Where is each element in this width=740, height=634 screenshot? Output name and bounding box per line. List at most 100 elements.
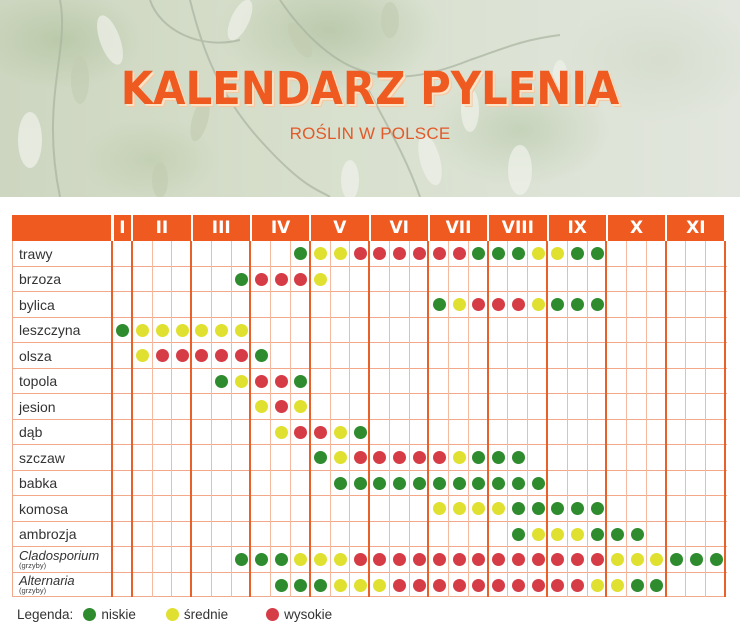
row-label: szczaw <box>19 445 65 471</box>
pollen-level-dot-wysokie <box>353 247 367 261</box>
month-header-III: III <box>192 215 250 241</box>
pollen-level-dot-wysokie <box>432 553 446 567</box>
pollen-level-dot-niskie <box>571 247 585 261</box>
row-label: Alternaria (grzyby) <box>19 573 75 599</box>
subcolumn-divider <box>685 241 687 597</box>
pollen-level-dot-niskie <box>333 476 347 490</box>
pollen-level-dot-niskie <box>353 476 367 490</box>
legend-dot-icon <box>165 607 179 621</box>
pollen-level-dot-niskie <box>235 272 249 286</box>
pollen-level-dot-wysokie <box>294 425 308 439</box>
table-row-szczaw: szczaw <box>13 445 727 471</box>
pollen-level-dot-średnie <box>630 553 644 567</box>
pollen-level-dot-niskie <box>274 578 288 592</box>
pollen-level-dot-średnie <box>531 247 545 261</box>
pollen-level-dot-średnie <box>155 323 169 337</box>
plant-name: olsza <box>19 347 52 364</box>
pollen-level-dot-średnie <box>650 553 664 567</box>
pollen-level-dot-wysokie <box>551 578 565 592</box>
pollen-level-dot-niskie <box>413 476 426 490</box>
pollen-level-dot-wysokie <box>254 272 268 286</box>
subcolumn-divider <box>705 241 707 597</box>
pollen-level-dot-wysokie <box>492 298 506 312</box>
pollen-level-dot-niskie <box>531 476 545 490</box>
pollen-level-dot-średnie <box>195 323 209 337</box>
month-header-II: II <box>133 215 191 241</box>
pollen-level-dot-wysokie <box>314 425 328 439</box>
pollen-level-dot-niskie <box>571 298 585 312</box>
plant-name: Cladosporium <box>19 547 100 563</box>
pollen-level-dot-średnie <box>492 502 506 516</box>
month-header-XI: XI <box>667 215 725 241</box>
subcolumn-divider <box>448 241 450 597</box>
legend-item-wysokie: wysokie <box>266 607 332 622</box>
month-divider <box>368 241 371 597</box>
subcolumn-divider <box>408 241 410 597</box>
plant-name: bylica <box>19 296 55 313</box>
plant-name: topola <box>19 373 58 390</box>
pollen-level-dot-średnie <box>235 374 249 388</box>
pollen-level-dot-średnie <box>452 298 466 312</box>
legend-dot-icon <box>266 607 280 621</box>
pollen-level-dot-wysokie <box>393 578 407 592</box>
month-divider <box>427 241 430 597</box>
pollen-level-dot-niskie <box>689 553 703 567</box>
month-divider <box>308 241 311 597</box>
pollen-level-dot-średnie <box>531 298 545 312</box>
pollen-level-dot-średnie <box>136 349 150 363</box>
pollen-level-dot-średnie <box>314 553 328 567</box>
row-label: topola <box>19 369 57 395</box>
legend-item-średnie: średnie <box>165 607 228 622</box>
pollen-level-dot-średnie <box>254 400 268 414</box>
pollen-level-dot-średnie <box>432 502 446 516</box>
pollen-level-dot-wysokie <box>215 349 229 363</box>
month-divider <box>724 241 726 597</box>
pollen-level-dot-średnie <box>353 578 367 592</box>
branch-background-image <box>18 0 568 197</box>
pollen-level-dot-niskie <box>610 527 624 541</box>
pollen-level-dot-wysokie <box>452 247 466 261</box>
pollen-level-dot-wysokie <box>353 553 367 567</box>
pollen-level-dot-wysokie <box>511 298 525 312</box>
plant-name: Alternaria <box>19 573 75 589</box>
pollen-level-dot-wysokie <box>373 451 387 465</box>
pollen-level-dot-niskie <box>294 247 308 261</box>
page-title: KALENDARZ PYLENIA <box>120 62 620 115</box>
pollen-level-dot-wysokie <box>373 553 387 567</box>
legend-item-niskie: niskie <box>83 607 136 622</box>
subcolumn-divider <box>270 241 272 597</box>
row-label: bylica <box>19 292 55 318</box>
subcolumn-divider <box>586 241 588 597</box>
pollen-level-dot-wysokie <box>531 553 545 567</box>
plant-name: dąb <box>19 424 43 441</box>
pollen-level-dot-średnie <box>333 247 347 261</box>
table-row-alternaria: Alternaria (grzyby) <box>13 573 727 599</box>
subcolumn-divider <box>171 241 173 597</box>
pollen-level-dot-wysokie <box>432 247 446 261</box>
pollen-level-dot-niskie <box>511 451 525 465</box>
legend-label: niskie <box>101 606 136 622</box>
subcolumn-divider <box>349 241 351 597</box>
pollen-level-dot-wysokie <box>274 272 288 286</box>
plant-name: ambrozja <box>19 526 77 543</box>
row-label: leszczyna <box>19 318 80 344</box>
pollen-level-dot-wysokie <box>571 578 585 592</box>
pollen-level-dot-niskie <box>551 298 565 312</box>
pollen-level-dot-średnie <box>294 553 308 567</box>
subcolumn-divider <box>329 241 331 597</box>
plant-name: jesion <box>19 398 56 415</box>
pollen-level-dot-niskie <box>432 476 446 490</box>
pollen-level-dot-niskie <box>630 578 644 592</box>
subcolumn-divider <box>289 241 291 597</box>
pollen-level-dot-wysokie <box>472 578 486 592</box>
pollen-level-dot-wysokie <box>432 451 446 465</box>
pollen-level-dot-wysokie <box>274 374 288 388</box>
month-divider <box>486 241 489 597</box>
pollen-level-dot-wysokie <box>413 247 426 261</box>
pollen-level-dot-niskie <box>511 527 525 541</box>
pollen-level-dot-niskie <box>590 502 604 516</box>
month-header-X: X <box>607 215 666 241</box>
pollen-level-dot-średnie <box>215 323 229 337</box>
pollen-level-dot-niskie <box>492 476 506 490</box>
legend-label: wysokie <box>284 606 333 622</box>
